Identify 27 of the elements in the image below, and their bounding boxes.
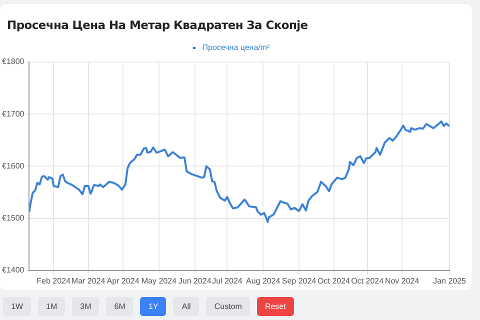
x-tick-label: Apr 2024 — [106, 276, 140, 286]
x-tick-label: Aug 2024 — [246, 276, 281, 286]
x-tick-label: Oct 2024 — [318, 276, 351, 286]
text: Reset — [256, 297, 294, 316]
x-tick-label: May 2024 — [141, 276, 178, 286]
x-tick-label: Jan 2025 — [433, 276, 467, 286]
legend-label: Просечна цена/m² — [202, 43, 270, 52]
text: All — [173, 297, 200, 316]
text: 1M — [38, 297, 66, 316]
x-tick-label: Sep 2024 — [282, 276, 317, 286]
text: 3M — [72, 297, 100, 316]
x-tick-label: Mar 2024 — [71, 276, 106, 286]
x-tick-label: Jul 2024 — [212, 276, 243, 286]
text: 6M — [106, 297, 134, 316]
y-tick-label: €1700 — [2, 109, 25, 118]
y-tick-label: €1600 — [2, 161, 25, 170]
x-tick-label: Feb 2024 — [36, 276, 72, 286]
text: 1Y — [140, 297, 166, 316]
text: Custom — [206, 297, 250, 316]
x-tick-label: Nov 2024 — [384, 276, 420, 286]
y-tick-label: €1500 — [2, 214, 25, 223]
y-tick-label: €1400 — [2, 266, 25, 275]
x-tick-label: Jun 2024 — [178, 276, 212, 286]
text: 1W — [3, 297, 31, 316]
chart-title: Просечна Цена На Метар Квадратен За Скопје — [7, 18, 308, 32]
x-tick-label: Oct 2024 — [351, 276, 384, 286]
y-tick-label: €1800 — [2, 57, 25, 66]
